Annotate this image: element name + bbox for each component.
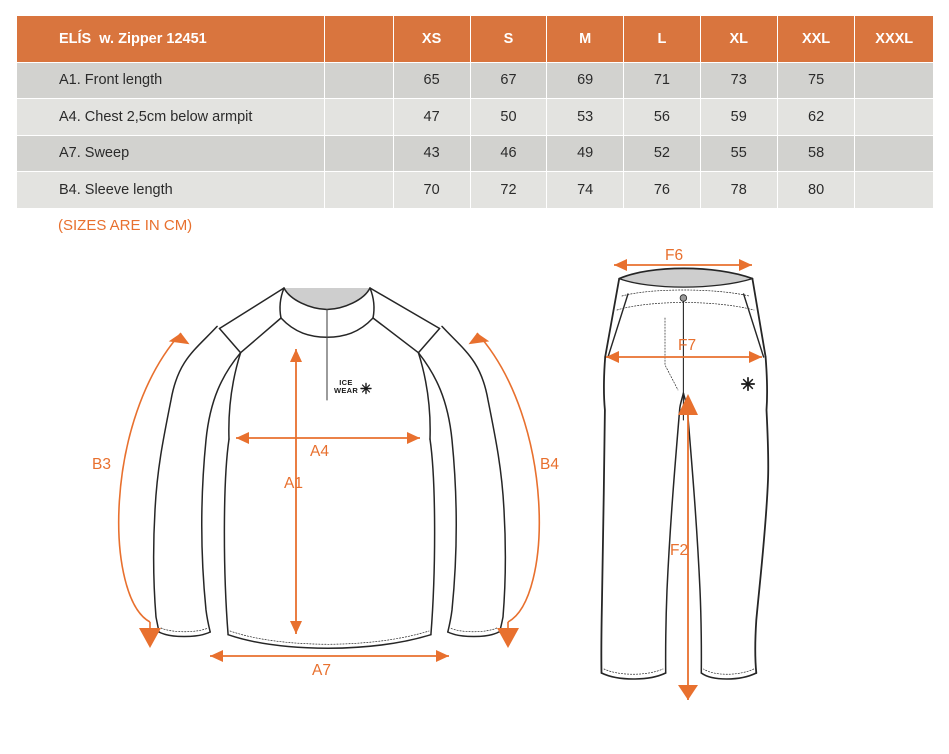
svg-text:WEAR: WEAR — [334, 386, 358, 395]
svg-text:B3: B3 — [92, 456, 111, 473]
svg-text:F6: F6 — [665, 247, 683, 264]
svg-text:A4: A4 — [310, 443, 329, 460]
svg-text:F7: F7 — [678, 337, 696, 354]
svg-text:A1: A1 — [284, 475, 303, 492]
svg-text:A7: A7 — [312, 662, 331, 679]
svg-text:B4: B4 — [540, 456, 559, 473]
svg-text:F2: F2 — [670, 542, 688, 559]
